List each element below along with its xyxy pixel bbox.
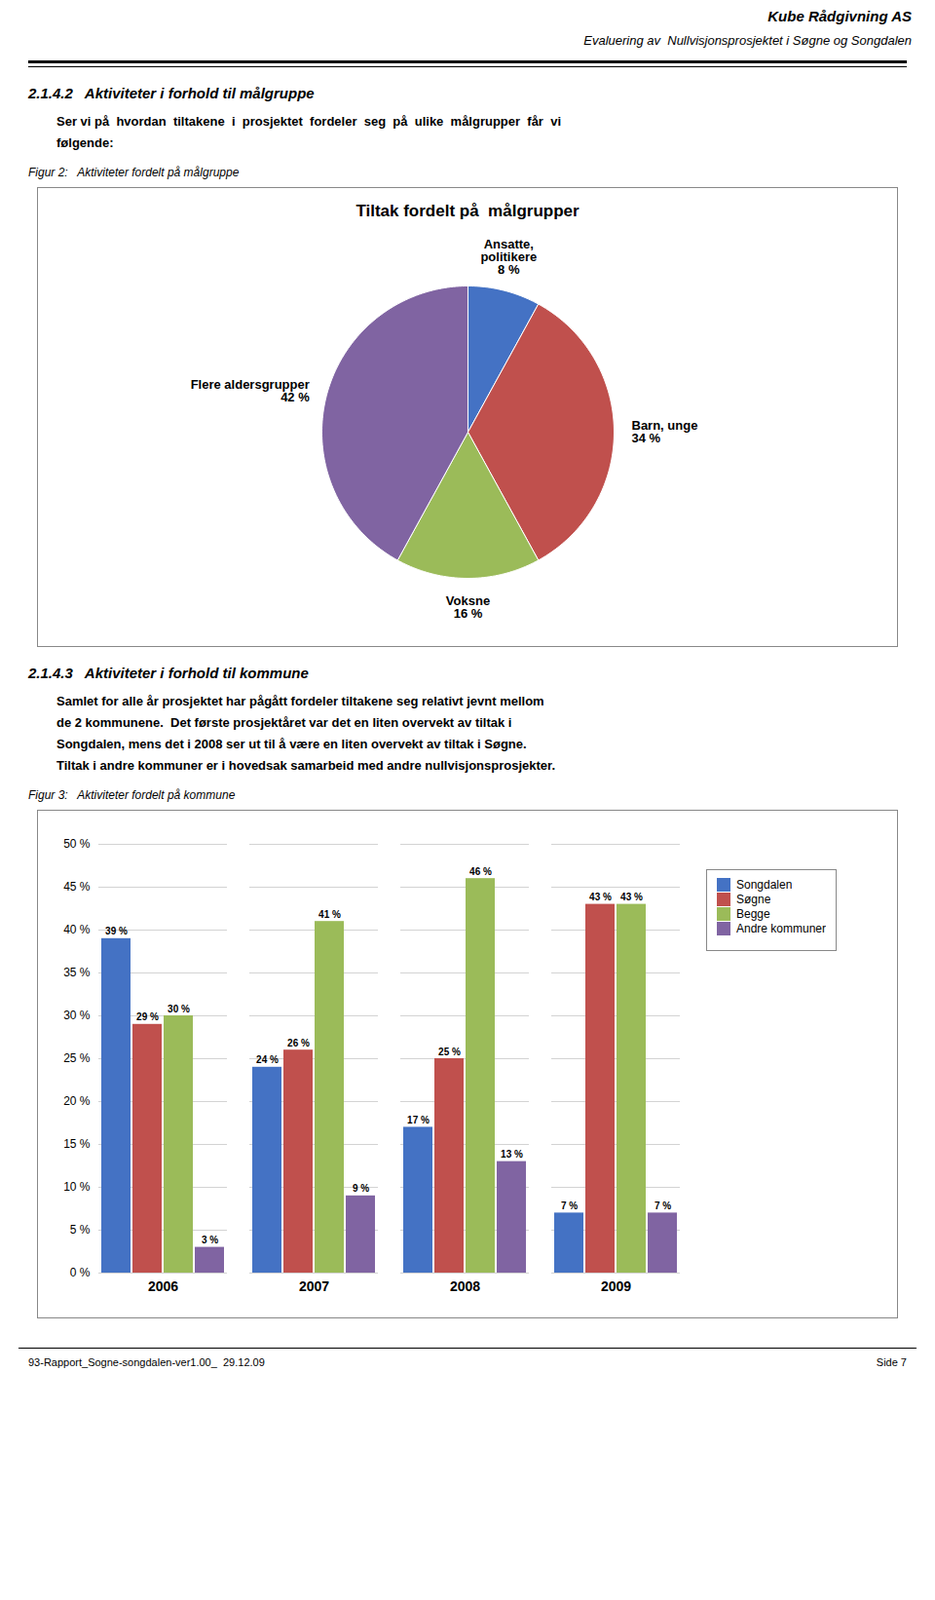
svg-text:25 %: 25 % — [63, 1050, 91, 1065]
svg-text:40 %: 40 % — [63, 922, 91, 936]
svg-text:20 %: 20 % — [63, 1093, 91, 1108]
html-text:Figur 3: Aktiviteter fordelt p: Figur 3: Aktiviteter fordelt på kommune — [28, 787, 236, 802]
svg-text:41 %: 41 % — [318, 908, 341, 920]
svg-text:15 %: 15 % — [63, 1136, 91, 1151]
html-text:Side 7: Side 7 — [876, 1355, 907, 1368]
svg-text:50 %: 50 % — [63, 836, 91, 851]
svg-text:Voksne16 %: Voksne16 % — [446, 593, 490, 621]
html-text:93-Rapport_Sogne-songdalen-ver: 93-Rapport_Sogne-songdalen-ver1.00_ 29.1… — [28, 1355, 265, 1368]
svg-text:35 %: 35 % — [63, 965, 91, 979]
svg-text:25 %: 25 % — [438, 1046, 461, 1057]
svg-text:43 %: 43 % — [589, 891, 612, 902]
html-text:Songdalen: Songdalen — [736, 877, 793, 892]
svg-text:5 %: 5 % — [70, 1222, 91, 1236]
html-text:Samlet for alle år prosjektet: Samlet for alle år prosjektet har pågått… — [56, 693, 545, 709]
html-text:Søgne: Søgne — [736, 892, 771, 906]
svg-text:10 %: 10 % — [63, 1179, 91, 1194]
svg-text:2009: 2009 — [600, 1277, 632, 1294]
html-text:Ser vi på hvordan tiltakene i: Ser vi på hvordan tiltakene i prosjektet… — [56, 113, 561, 129]
svg-text:2008: 2008 — [449, 1277, 481, 1294]
svg-text:Ansatte,politikere8 %: Ansatte,politikere8 % — [480, 236, 537, 277]
svg-text:17 %: 17 % — [407, 1114, 430, 1125]
html-text:de 2 kommunene. Det første pro: de 2 kommunene. Det første prosjektåret … — [56, 714, 512, 730]
svg-text:30 %: 30 % — [167, 1003, 190, 1014]
html-text:2.1.4.2 Aktiviteter i forhold: 2.1.4.2 Aktiviteter i forhold til målgru… — [28, 84, 315, 102]
html-text:Andre kommuner: Andre kommuner — [736, 921, 826, 935]
svg-text:0 %: 0 % — [70, 1265, 91, 1279]
svg-text:Barn, unge34 %: Barn, unge34 % — [632, 417, 699, 446]
html-text:Begge: Begge — [736, 906, 771, 921]
svg-text:43 %: 43 % — [620, 891, 643, 902]
svg-text:3 %: 3 % — [201, 1234, 219, 1245]
svg-text:46 %: 46 % — [469, 865, 492, 877]
html-text:følgende:: følgende: — [56, 135, 114, 150]
svg-text:29 %: 29 % — [136, 1010, 159, 1022]
svg-text:2006: 2006 — [148, 1277, 179, 1294]
html-text:Tiltak i andre kommuner er i h: Tiltak i andre kommuner er i hovedsak sa… — [56, 757, 556, 773]
svg-text:24 %: 24 % — [256, 1053, 279, 1065]
html-text:Tiltak fordelt på målgrupper: Tiltak fordelt på målgrupper — [355, 201, 580, 221]
html-text:Kube Rådgivning AS: Kube Rådgivning AS — [767, 7, 912, 25]
svg-text:7 %: 7 % — [654, 1199, 672, 1211]
svg-text:Flere aldersgrupper42 %: Flere aldersgrupper42 % — [190, 376, 311, 405]
html-text:2.1.4.3 Aktiviteter i forhold: 2.1.4.3 Aktiviteter i forhold til kommun… — [28, 664, 309, 681]
html-text:Evaluering av Nullvisjonsprosj: Evaluering av Nullvisjonsprosjektet i Sø… — [583, 33, 912, 48]
html-text:Figur 2: Aktiviteter fordelt p: Figur 2: Aktiviteter fordelt på målgrupp… — [28, 165, 239, 180]
svg-text:9 %: 9 % — [352, 1182, 370, 1194]
svg-text:39 %: 39 % — [105, 925, 128, 936]
svg-text:30 %: 30 % — [63, 1008, 91, 1022]
svg-text:7 %: 7 % — [561, 1199, 578, 1211]
svg-text:13 %: 13 % — [500, 1148, 524, 1160]
svg-text:26 %: 26 % — [287, 1037, 310, 1048]
svg-text:45 %: 45 % — [63, 879, 91, 894]
html-text:Songdalen, mens det i 2008 ser: Songdalen, mens det i 2008 ser ut til å … — [56, 736, 527, 751]
svg-text:2007: 2007 — [299, 1277, 330, 1294]
